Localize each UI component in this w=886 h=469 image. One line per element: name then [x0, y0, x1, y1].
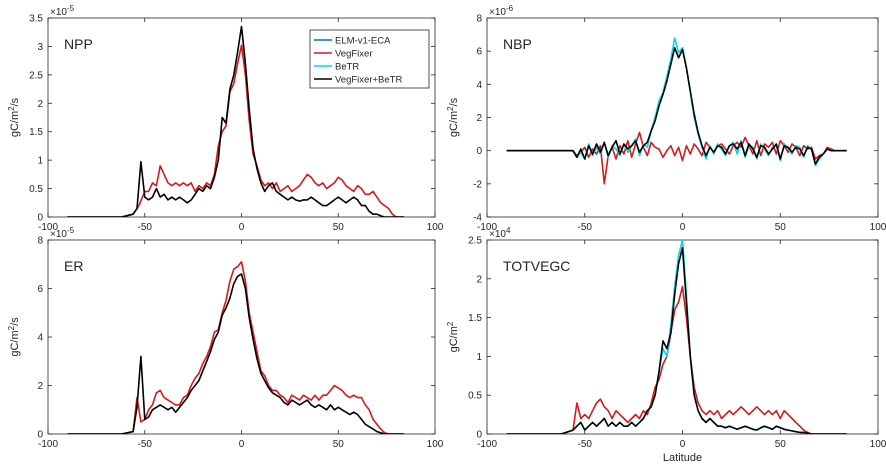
series-line-vegfixer: [506, 285, 847, 434]
y-exponent-power: -6: [506, 4, 514, 13]
legend-entry: VegFixer+BeTR: [335, 75, 402, 86]
y-axis-label-sup: 2: [7, 325, 16, 330]
series-line-vegfixer: [67, 260, 404, 434]
panel-title: ER: [64, 258, 83, 274]
y-axis-label: gC/m2: [446, 321, 460, 352]
plot-area: [47, 239, 436, 435]
y-tick-label: 2.5: [29, 70, 43, 81]
legend-entry: BeTR: [335, 62, 359, 73]
x-tick-label: -100: [477, 222, 497, 233]
x-tick-label: 0: [680, 439, 686, 450]
chart-panel-1: -100 -50 0 50 10000.511.522.533.5×10-5gC/m2/…: [7, 4, 444, 233]
y-tick-label: 2: [476, 113, 482, 124]
y-tick-label: -4: [473, 213, 482, 224]
x-tick-label: -50: [578, 439, 593, 450]
y-tick-label: 1.5: [29, 127, 43, 138]
y-tick-label: 3: [37, 42, 43, 53]
x-tick-label: 100: [427, 222, 444, 233]
y-axis-label: gC/m2/s: [7, 317, 21, 357]
y-axis-label-tail: /s: [9, 97, 21, 106]
y-tick-label: 0: [37, 430, 43, 441]
y-tick-label: 1: [37, 156, 43, 167]
y-axis-label-sup: 2: [7, 106, 16, 111]
series-line-vegfixer-betr: [67, 25, 404, 217]
y-axis-label-base: gC/m: [448, 326, 460, 352]
series-line-vegfixer-betr: [506, 46, 847, 165]
series-line-vegfixer: [67, 44, 404, 217]
y-tick-label: 2: [37, 381, 43, 392]
legend: ELM-v1-ECA VegFixer BeTR VegFixer+BeTR: [309, 29, 430, 89]
x-tick-label: -50: [138, 439, 153, 450]
y-tick-label: 8: [476, 14, 482, 25]
y-tick-label: 4: [476, 80, 482, 91]
y-tick-label: 0: [476, 430, 482, 441]
x-tick-label: -50: [578, 222, 593, 233]
y-tick-label: 1: [476, 352, 482, 363]
series-line-betr: [506, 37, 847, 167]
x-tick-label: 100: [870, 222, 886, 233]
x-tick-label: 50: [333, 439, 345, 450]
x-tick-label: 0: [239, 222, 245, 233]
x-axis-label: Latitude: [663, 452, 702, 464]
x-tick-label: -100: [477, 439, 497, 450]
y-exponent-label: ×104: [489, 226, 511, 240]
x-tick-label: 0: [239, 439, 245, 450]
x-tick-label: -100: [38, 222, 58, 233]
y-exponent-base: ×10: [489, 7, 506, 18]
y-tick-label: 6: [476, 47, 482, 58]
legend-entry: VegFixer: [335, 49, 373, 60]
y-tick-label: 2: [476, 274, 482, 285]
y-exponent-power: -5: [67, 226, 75, 235]
series-line-vegfixer-betr: [67, 273, 404, 434]
y-axis-label-base: gC/m: [448, 111, 460, 137]
x-tick-label: -50: [138, 222, 153, 233]
y-tick-label: 4: [37, 333, 43, 344]
x-tick-label: 0: [680, 222, 686, 233]
y-axis-label: gC/m2/s: [446, 97, 460, 137]
y-axis-label-tail: /s: [448, 97, 460, 106]
panel-title: NPP: [64, 36, 93, 52]
chart-panel-4: -100 -50 0 50 10000.511.522.5×104gC/m2Latitu…: [446, 226, 886, 464]
plot-area: [486, 239, 879, 435]
y-tick-label: 0: [476, 146, 482, 157]
y-axis-label-tail: /s: [9, 317, 21, 326]
y-exponent-label: ×10-6: [489, 4, 514, 18]
y-exponent-label: ×10-5: [50, 226, 75, 240]
x-tick-label: 50: [333, 222, 345, 233]
panel-title: NBP: [503, 36, 532, 52]
y-exponent-power: -5: [67, 4, 75, 13]
y-tick-label: 0: [37, 213, 43, 224]
x-tick-label: 50: [775, 439, 787, 450]
y-axis-label-sup: 2: [446, 106, 455, 111]
x-tick-label: 100: [427, 439, 444, 450]
series-line-vegfixer-betr: [506, 247, 847, 434]
y-exponent-base: ×10: [50, 229, 67, 240]
x-tick-label: 100: [870, 439, 886, 450]
y-tick-label: 2.5: [468, 236, 482, 247]
y-axis-label-base: gC/m: [9, 111, 21, 137]
y-exponent-base: ×10: [50, 7, 67, 18]
y-exponent-base: ×10: [489, 229, 506, 240]
y-tick-label: 1.5: [468, 313, 482, 324]
y-tick-label: 0.5: [29, 184, 43, 195]
y-exponent-power: 4: [506, 226, 511, 235]
x-tick-label: -100: [38, 439, 58, 450]
y-tick-label: 0.5: [468, 391, 482, 402]
y-axis-label-base: gC/m: [9, 330, 21, 356]
y-tick-label: 3.5: [29, 14, 43, 25]
x-tick-label: 50: [775, 222, 787, 233]
y-tick-label: 2: [37, 99, 43, 110]
y-axis-label: gC/m2/s: [7, 97, 21, 137]
panel-title: TOTVEGC: [503, 258, 570, 274]
legend-entry: ELM-v1-ECA: [335, 36, 391, 47]
y-tick-label: 6: [37, 284, 43, 295]
y-tick-label: 8: [37, 236, 43, 247]
y-axis-label-sup: 2: [446, 321, 455, 326]
y-exponent-label: ×10-5: [50, 4, 75, 18]
y-tick-label: -2: [473, 179, 482, 190]
